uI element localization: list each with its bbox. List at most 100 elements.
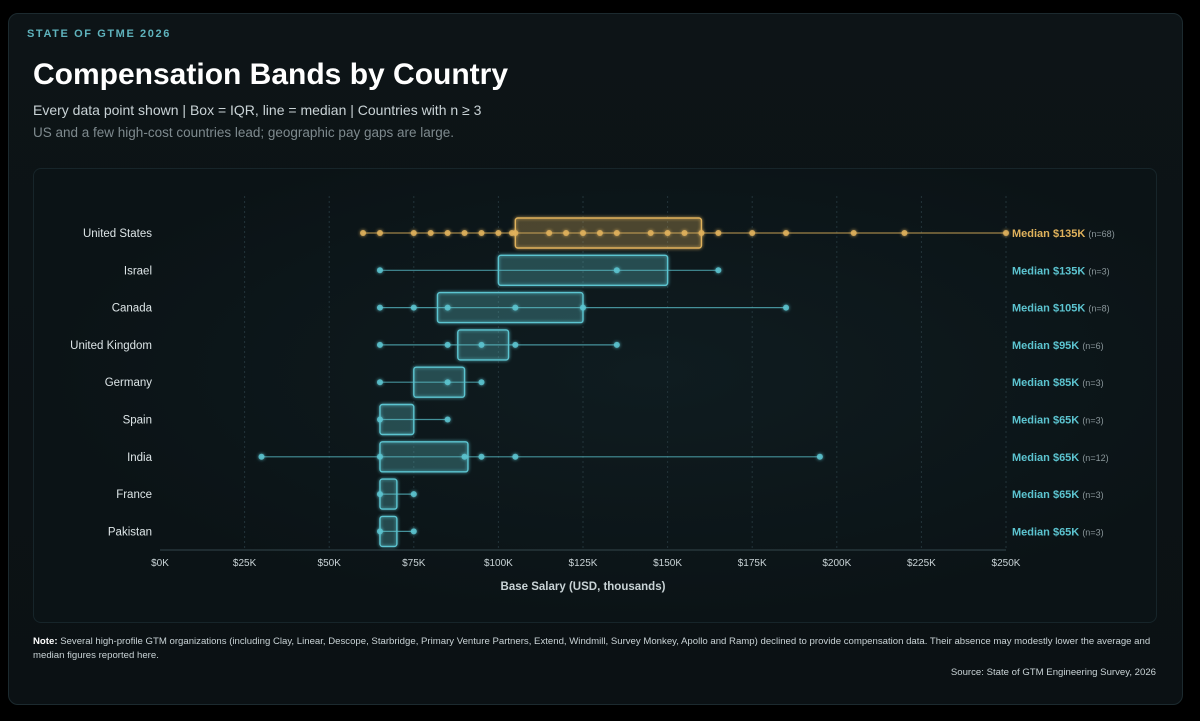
footnote-label: Note: — [33, 636, 58, 647]
data-point — [563, 230, 570, 236]
data-point — [816, 453, 823, 460]
data-point — [580, 304, 586, 311]
data-point — [901, 230, 908, 236]
category-label: United States — [83, 228, 152, 240]
x-tick-label: $50K — [318, 558, 342, 569]
x-tick-label: $125K — [569, 558, 598, 569]
data-point — [376, 230, 383, 236]
median-label: Median $65K (n=3) — [1012, 526, 1104, 538]
data-point — [427, 230, 434, 236]
eyebrow-label: STATE OF GTME 2026 — [27, 28, 171, 40]
data-point — [664, 230, 671, 236]
category-label: Spain — [123, 415, 152, 427]
median-label: Median $85K (n=3) — [1012, 377, 1104, 389]
median-label: Median $65K (n=3) — [1012, 489, 1104, 501]
category-label: Israel — [124, 265, 152, 277]
sample-size: (n=3) — [1082, 378, 1103, 388]
data-point — [461, 453, 468, 460]
data-point — [512, 230, 519, 236]
data-point — [596, 230, 603, 236]
category-label: India — [127, 452, 153, 464]
data-point — [444, 304, 451, 311]
x-axis-title: Base Salary (USD, thousands) — [501, 581, 666, 593]
x-tick-label: $100K — [484, 558, 513, 569]
data-point — [478, 453, 485, 460]
data-point — [410, 304, 417, 311]
data-point — [783, 230, 790, 236]
median-value: Median $95K — [1012, 340, 1082, 352]
data-point — [258, 453, 265, 460]
median-label: Median $105K (n=8) — [1012, 303, 1110, 315]
data-point — [444, 416, 451, 423]
iqr-box — [379, 403, 415, 436]
median-value: Median $65K — [1012, 452, 1082, 464]
data-point — [478, 230, 485, 236]
data-point — [715, 230, 722, 236]
median-value: Median $105K — [1012, 303, 1088, 315]
x-tick-label: $75K — [402, 558, 426, 569]
data-point — [444, 341, 451, 348]
sample-size: (n=68) — [1088, 229, 1114, 239]
data-point — [495, 230, 502, 236]
iqr-box — [379, 441, 469, 473]
x-tick-label: $150K — [653, 558, 682, 569]
chart-tagline: US and a few high-cost countries lead; g… — [33, 125, 455, 140]
sample-size: (n=3) — [1082, 527, 1103, 537]
x-tick-label: $200K — [822, 558, 851, 569]
data-point — [512, 453, 519, 460]
median-value: Median $65K — [1012, 526, 1082, 538]
data-point — [360, 230, 367, 236]
x-tick-label: $225K — [907, 558, 936, 569]
data-point — [376, 267, 383, 274]
data-point — [546, 230, 553, 236]
category-label: Pakistan — [108, 526, 152, 538]
data-point — [444, 230, 451, 236]
sample-size: (n=6) — [1082, 341, 1103, 351]
median-label: Median $135K (n=3) — [1012, 265, 1110, 277]
data-point — [376, 379, 383, 386]
footnote: Note: Several high-profile GTM organizat… — [33, 635, 1163, 663]
iqr-box — [413, 366, 466, 398]
median-value: Median $65K — [1012, 415, 1082, 427]
x-tick-label: $175K — [738, 558, 767, 569]
source-credit: Source: State of GTM Engineering Survey,… — [950, 667, 1156, 678]
data-point — [410, 528, 417, 535]
data-point — [580, 230, 586, 236]
x-tick-label: $0K — [151, 558, 169, 569]
sample-size: (n=3) — [1088, 266, 1109, 276]
category-label: France — [116, 489, 152, 501]
data-point — [613, 341, 620, 348]
median-label: Median $95K (n=6) — [1012, 340, 1104, 352]
data-point — [783, 304, 790, 311]
data-point — [410, 230, 417, 236]
data-point — [698, 230, 705, 236]
median-value: Median $135K — [1012, 228, 1088, 240]
data-point — [376, 304, 383, 311]
median-label: Median $65K (n=3) — [1012, 415, 1104, 427]
x-tick-label: $25K — [233, 558, 257, 569]
iqr-box — [497, 254, 669, 287]
category-label: Canada — [112, 303, 153, 315]
iqr-box — [514, 217, 703, 249]
median-label: Median $65K (n=12) — [1012, 452, 1109, 464]
data-point — [647, 230, 654, 236]
chart-subtitle: Every data point shown | Box = IQR, line… — [33, 102, 482, 118]
data-point — [461, 230, 468, 236]
data-point — [681, 230, 688, 236]
median-value: Median $135K — [1012, 265, 1088, 277]
data-point — [850, 230, 857, 236]
data-point — [478, 379, 485, 386]
x-tick-label: $250K — [992, 558, 1021, 569]
sample-size: (n=3) — [1082, 490, 1103, 500]
category-label: United Kingdom — [70, 340, 152, 352]
data-point — [376, 341, 383, 348]
iqr-box — [436, 291, 584, 324]
sample-size: (n=8) — [1088, 304, 1109, 314]
sample-size: (n=12) — [1082, 453, 1108, 463]
data-point — [1003, 230, 1009, 236]
sample-size: (n=3) — [1082, 416, 1103, 426]
data-point — [512, 341, 519, 348]
median-label: Median $135K (n=68) — [1012, 228, 1115, 240]
data-point — [749, 230, 756, 236]
